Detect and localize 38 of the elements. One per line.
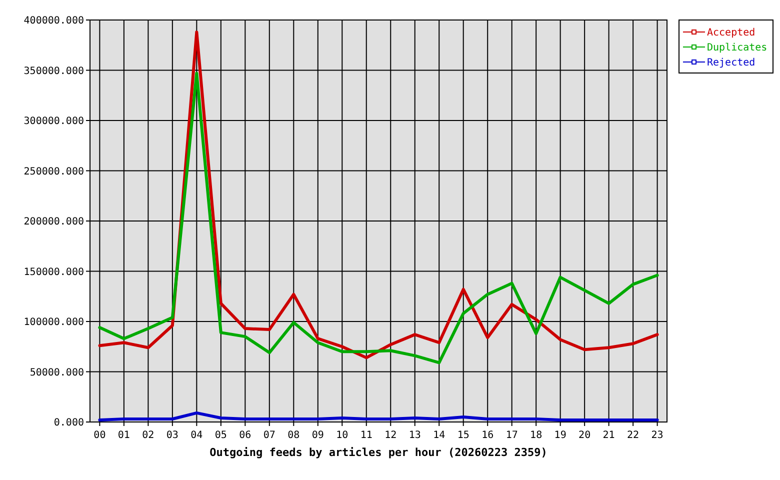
x-tick-label: 02 bbox=[142, 430, 154, 441]
y-tick-label: 350000.000 bbox=[24, 66, 84, 77]
x-tick-label: 17 bbox=[506, 430, 518, 441]
y-tick-label: 300000.000 bbox=[24, 116, 84, 127]
x-tick-label: 14 bbox=[433, 430, 446, 441]
x-axis-title: Outgoing feeds by articles per hour (20260223 2359) bbox=[210, 446, 548, 459]
y-tick-label: 150000.000 bbox=[24, 266, 84, 278]
x-tick-label: 11 bbox=[360, 430, 372, 441]
y-tick-label: 250000.000 bbox=[24, 166, 84, 178]
legend-label: Accepted bbox=[707, 28, 756, 38]
x-tick-label: 04 bbox=[190, 430, 203, 441]
x-tick-label: 19 bbox=[554, 430, 566, 441]
legend-label: Duplicates bbox=[707, 42, 768, 54]
x-tick-label: 20 bbox=[578, 430, 591, 441]
x-tick-label: 22 bbox=[627, 430, 640, 441]
x-tick-label: 07 bbox=[263, 430, 276, 441]
x-tick-label: 13 bbox=[408, 430, 421, 441]
x-tick-label: 08 bbox=[288, 430, 300, 441]
y-tick-label: 0.000 bbox=[54, 418, 84, 428]
x-tick-label: 09 bbox=[312, 430, 324, 441]
x-tick-label: 12 bbox=[384, 430, 397, 441]
x-tick-label: 21 bbox=[602, 430, 615, 441]
x-tick-label: 05 bbox=[214, 430, 227, 441]
x-tick-label: 23 bbox=[651, 430, 664, 441]
y-tick-label: 200000.000 bbox=[24, 216, 84, 228]
y-tick-label: 400000.000 bbox=[24, 16, 84, 26]
x-tick-label: 00 bbox=[94, 430, 106, 441]
x-tick-label: 03 bbox=[166, 430, 178, 441]
legend-label: Rejected bbox=[707, 58, 756, 68]
x-tick-label: 01 bbox=[118, 430, 130, 441]
x-tick-label: 16 bbox=[482, 430, 494, 441]
y-tick-label: 50000.000 bbox=[30, 367, 84, 378]
x-tick-label: 06 bbox=[239, 430, 252, 441]
x-tick-label: 10 bbox=[336, 430, 348, 441]
x-tick-label: 15 bbox=[457, 430, 470, 441]
x-tick-label: 18 bbox=[530, 430, 542, 441]
line-series bbox=[98, 411, 659, 422]
y-tick-label: 100000.000 bbox=[24, 317, 84, 328]
